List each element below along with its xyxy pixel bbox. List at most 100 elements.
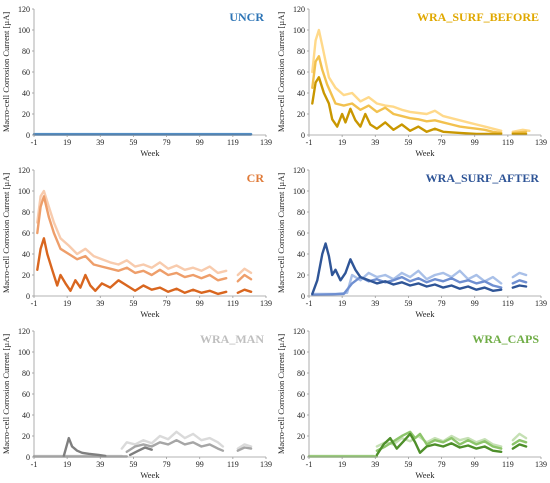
x-axis-title: Week xyxy=(140,148,160,158)
x-tick-label: 19 xyxy=(63,460,71,469)
x-tick-label: 99 xyxy=(196,460,204,469)
x-axis-title: Week xyxy=(415,309,435,319)
series-1-segment-1 xyxy=(36,189,228,275)
y-tick-label: 120 xyxy=(18,327,30,336)
y-tick-label: 40 xyxy=(22,89,30,98)
chart-svg: 0 20 40 60 80 100 120 -1 19 39 59 79 99 119 139 Week Mac… xyxy=(276,166,547,319)
series-3-segment-1 xyxy=(311,242,503,296)
chart-title: UNCR xyxy=(229,10,264,24)
series-3-segment-2 xyxy=(236,288,253,295)
chart-panel-cr: 0 20 40 60 80 100 120 -1 19 39 59 79 99 119 139 Week Mac… xyxy=(0,161,275,322)
y-tick-label: 120 xyxy=(18,5,30,14)
y-tick-label: 100 xyxy=(18,348,30,357)
y-tick-label: 80 xyxy=(22,208,30,217)
x-tick-label: 99 xyxy=(471,138,479,147)
x-tick-label: -1 xyxy=(306,138,313,147)
series-2-segment-3 xyxy=(511,438,528,446)
y-tick-label: 0 xyxy=(301,292,305,301)
series-3-segment-1 xyxy=(62,436,107,458)
x-tick-label: 99 xyxy=(471,299,479,308)
x-tick-label: 139 xyxy=(260,460,272,469)
series-group xyxy=(311,28,531,136)
series-group xyxy=(36,189,253,296)
y-tick-label: 120 xyxy=(293,5,305,14)
series-3-segment-1 xyxy=(36,237,228,296)
x-tick-label: 39 xyxy=(371,299,379,308)
series-1-segment-3 xyxy=(236,443,253,450)
y-tick-label: 100 xyxy=(18,26,30,35)
x-axis-title: Week xyxy=(140,470,160,480)
y-tick-label: 40 xyxy=(297,411,305,420)
y-axis-title: Macro-cell Corrosion Current [µA] xyxy=(1,334,11,454)
y-axis-title: Macro-cell Corrosion Current [µA] xyxy=(276,334,286,454)
x-tick-label: -1 xyxy=(31,138,38,147)
x-tick-label: 139 xyxy=(535,299,547,308)
y-tick-label: 60 xyxy=(22,68,30,77)
x-tick-label: 79 xyxy=(438,138,446,147)
y-tick-label: 0 xyxy=(301,131,305,140)
x-tick-label: 59 xyxy=(129,460,137,469)
series-2-segment-1 xyxy=(311,55,503,135)
x-tick-label: 99 xyxy=(196,299,204,308)
x-tick-label: 79 xyxy=(163,460,171,469)
series-2-segment-2 xyxy=(375,430,503,452)
x-tick-label: 59 xyxy=(404,460,412,469)
series-1-segment-2 xyxy=(120,430,225,450)
x-tick-label: 119 xyxy=(227,460,239,469)
x-tick-label: -1 xyxy=(306,460,313,469)
y-tick-label: 40 xyxy=(297,89,305,98)
series-2-segment-2 xyxy=(511,279,528,285)
x-tick-label: 39 xyxy=(96,299,104,308)
x-tick-label: 139 xyxy=(535,138,547,147)
series-3-segment-1 xyxy=(311,76,503,136)
series-2-segment-2 xyxy=(125,438,225,454)
series-3-segment-2 xyxy=(511,284,528,289)
y-tick-label: 120 xyxy=(293,166,305,175)
series-group xyxy=(32,132,253,136)
chart-svg: 0 20 40 60 80 100 120 -1 19 39 59 79 99 119 139 Week Mac… xyxy=(276,5,547,158)
y-tick-label: 40 xyxy=(22,250,30,259)
x-tick-label: 139 xyxy=(260,138,272,147)
y-tick-label: 80 xyxy=(297,47,305,56)
x-tick-label: -1 xyxy=(306,299,313,308)
x-tick-label: 39 xyxy=(371,460,379,469)
x-tick-label: 99 xyxy=(196,138,204,147)
series-3-segment-2 xyxy=(511,443,528,450)
y-tick-label: 60 xyxy=(297,229,305,238)
chart-panel-wra-caps: 0 20 40 60 80 100 120 -1 19 39 59 79 99 119 139 Week Mac… xyxy=(275,322,550,483)
x-tick-label: 39 xyxy=(371,138,379,147)
x-tick-label: 99 xyxy=(471,460,479,469)
y-tick-label: 100 xyxy=(293,348,305,357)
x-tick-label: 119 xyxy=(227,138,239,147)
y-axis-title: Macro-cell Corrosion Current [µA] xyxy=(1,173,11,293)
chart-title: WRA_SURF_BEFORE xyxy=(417,10,539,24)
y-tick-label: 20 xyxy=(297,271,305,280)
y-tick-label: 20 xyxy=(22,110,30,119)
series-1-segment-2 xyxy=(236,267,253,277)
series-1-segment-1 xyxy=(311,269,503,296)
y-tick-label: 60 xyxy=(22,229,30,238)
x-tick-label: 79 xyxy=(438,299,446,308)
x-axis-title: Week xyxy=(415,148,435,158)
chart-svg: 0 20 40 60 80 100 120 -1 19 39 59 79 99 119 139 Week Mac… xyxy=(1,166,272,319)
x-tick-label: -1 xyxy=(31,299,38,308)
x-tick-label: 19 xyxy=(63,299,71,308)
x-tick-label: 59 xyxy=(404,299,412,308)
y-tick-label: 60 xyxy=(297,68,305,77)
x-tick-label: -1 xyxy=(31,460,38,469)
y-tick-label: 20 xyxy=(297,110,305,119)
y-tick-label: 80 xyxy=(297,369,305,378)
x-tick-label: 19 xyxy=(338,138,346,147)
chart-svg: 0 20 40 60 80 100 120 -1 19 39 59 79 99 119 139 Week Mac… xyxy=(1,5,272,158)
series-2-segment-1 xyxy=(36,195,228,282)
x-tick-label: 19 xyxy=(338,460,346,469)
series-1-segment-3 xyxy=(511,432,528,442)
x-axis-title: Week xyxy=(140,309,160,319)
y-tick-label: 100 xyxy=(293,187,305,196)
y-tick-label: 20 xyxy=(297,432,305,441)
x-tick-label: 59 xyxy=(129,299,137,308)
x-axis-title: Week xyxy=(415,470,435,480)
series-group xyxy=(307,430,528,458)
chart-title: WRA_SURF_AFTER xyxy=(426,171,540,185)
y-axis-title: Macro-cell Corrosion Current [µA] xyxy=(1,12,11,132)
